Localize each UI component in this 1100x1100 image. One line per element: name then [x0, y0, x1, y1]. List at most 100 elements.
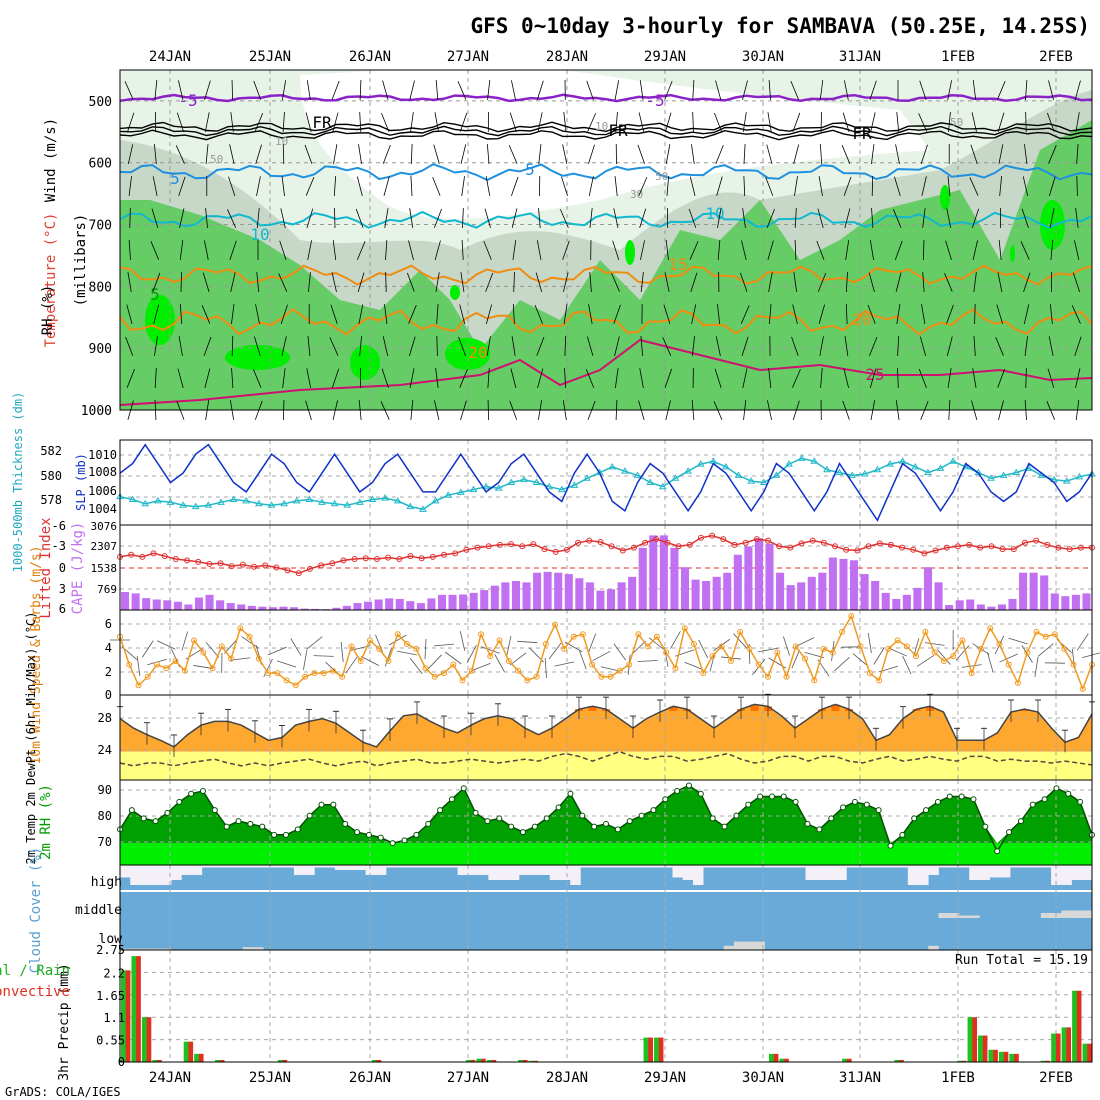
contour-label: 5: [170, 169, 180, 188]
wind-barb: [1075, 208, 1079, 229]
wind-barb: [331, 368, 340, 388]
wind10-barb: [902, 655, 912, 675]
li-line-marker: [262, 562, 269, 569]
precip-total-bar: [486, 1059, 493, 1062]
cloud-high-gap: [263, 865, 274, 868]
wind10-barb: [224, 638, 239, 654]
wind10-barb: [852, 653, 869, 667]
cape-bar: [712, 576, 721, 610]
precip-conv-bar: [481, 1058, 486, 1062]
rh2m-line-marker: [887, 842, 894, 849]
cape-bar: [173, 601, 182, 610]
precip-frame: [119, 949, 1093, 1063]
precip-total-bar: [957, 1060, 963, 1062]
wind-barb: [535, 272, 543, 292]
wind-barb: [640, 240, 645, 261]
ylabel-precip: 3hr Precip (mm): [57, 963, 72, 1080]
cape-bar: [1061, 596, 1070, 610]
wind-barb: [255, 304, 260, 325]
wind-barb: [867, 304, 876, 324]
wind10-barb: [548, 642, 562, 660]
wind10-tick: 6: [105, 617, 112, 631]
credit: GrADS: COLA/IGES: [5, 1085, 121, 1099]
li-line-marker: [876, 540, 883, 547]
wind-barb: [281, 176, 285, 197]
wind10-barb: [937, 649, 951, 665]
wind-barb: [790, 81, 799, 100]
precip-conv-bar: [982, 1035, 988, 1062]
wind-barb: [331, 80, 340, 100]
wind-barb: [333, 144, 338, 165]
wind-barb: [1025, 111, 1027, 133]
date-top-25JAN: 25JAN: [249, 49, 291, 65]
ylabel-temp2m: 2m Temp 2m DewPt (6hr Min/Max) (°C): [24, 612, 38, 865]
wind-barb: [972, 80, 977, 101]
wind-barb: [844, 336, 849, 357]
wind10-line-marker: [672, 665, 679, 672]
wind-barb: [715, 144, 724, 164]
thickness-line-marker: [633, 471, 642, 478]
precip-total-bar: [988, 1049, 994, 1062]
wind-barb: [175, 145, 185, 164]
li-line-marker: [407, 553, 414, 560]
cloud-high-gap: [273, 865, 285, 868]
thk-tick-582: 582: [40, 444, 62, 458]
thickness-line-marker: [128, 495, 137, 502]
rh2m-line-marker: [472, 809, 479, 816]
cape-tick: 769: [97, 583, 117, 596]
wind-barb: [179, 240, 184, 261]
wind10-barb: [345, 656, 358, 674]
thickness-line-marker: [1075, 472, 1084, 480]
wind-barb: [922, 208, 926, 229]
rh2m-line-marker: [614, 826, 621, 833]
li-line-marker: [474, 544, 481, 551]
cape-bar: [247, 605, 256, 610]
wind-barb: [741, 336, 749, 356]
wind-barb: [947, 176, 951, 197]
wind10-line-marker: [135, 682, 142, 689]
wind-barb: [1025, 80, 1028, 101]
contour-label: 20: [852, 310, 871, 329]
wind10-barb: [758, 647, 778, 653]
rh2m-line-marker: [709, 815, 716, 822]
rh-bright-patch: [145, 295, 175, 345]
thickness-line-marker: [797, 454, 806, 461]
precip-total-bar: [769, 1053, 775, 1062]
precip-conv-bar: [282, 1059, 288, 1062]
cloud-mid-gap: [938, 913, 950, 918]
precip-tick: 1.65: [96, 989, 125, 1003]
precip-conv-bar: [188, 1041, 194, 1062]
wind-barb: [817, 208, 824, 228]
wind10-line-marker: [329, 667, 336, 674]
thickness-line-marker: [217, 498, 225, 505]
cloud-high-gap: [672, 865, 684, 878]
rh2m-line-marker: [828, 815, 835, 822]
wind10-line-marker: [552, 621, 559, 628]
wind10-barb: [588, 633, 597, 653]
precip-conv-bar: [1055, 1033, 1061, 1062]
wind-barb: [307, 240, 313, 261]
wind10-line-marker: [1005, 661, 1012, 668]
wind-barb: [768, 80, 771, 101]
thickness-line-marker: [520, 475, 528, 483]
li-line-marker: [496, 541, 503, 548]
wind10-line-marker: [302, 673, 309, 680]
li-line-marker: [954, 543, 961, 550]
precip-legend-total: tal / Rain: [0, 963, 70, 979]
rh2m-line-marker: [365, 831, 372, 838]
ytick-500: 500: [89, 95, 112, 110]
wind-barb: [358, 144, 362, 165]
precip-tick: 1.1: [103, 1011, 125, 1025]
cloud-level-high: high: [91, 875, 122, 890]
wind-barb: [408, 305, 417, 324]
cape-tick: 3076: [91, 520, 118, 533]
cape-bar: [459, 594, 468, 610]
wind-barb: [385, 271, 387, 293]
wind-barb: [408, 336, 416, 356]
thickness-line-marker: [696, 460, 705, 467]
cloud-level-middle: middle: [75, 903, 122, 918]
wind-barb: [462, 207, 464, 229]
wind10-barb: [670, 631, 681, 649]
cape-bar: [131, 593, 140, 610]
